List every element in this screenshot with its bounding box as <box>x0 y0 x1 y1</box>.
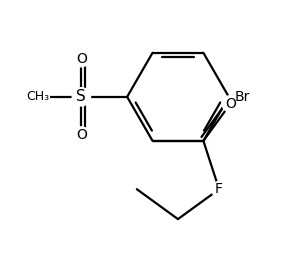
Circle shape <box>27 86 49 108</box>
Circle shape <box>73 51 89 67</box>
Text: Br: Br <box>235 90 250 104</box>
Circle shape <box>73 127 89 143</box>
Text: CH₃: CH₃ <box>27 90 50 103</box>
Text: F: F <box>215 182 223 196</box>
Text: O: O <box>76 52 87 66</box>
Circle shape <box>222 96 238 112</box>
Text: S: S <box>76 89 86 104</box>
Text: O: O <box>225 97 236 111</box>
Text: O: O <box>76 128 87 142</box>
Circle shape <box>72 88 91 106</box>
Circle shape <box>212 182 227 197</box>
